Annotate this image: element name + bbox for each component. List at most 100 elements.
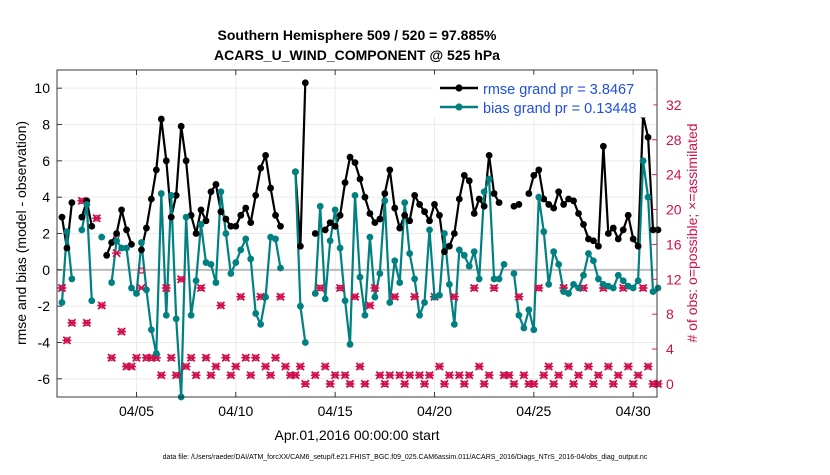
rmse-point bbox=[599, 142, 607, 150]
rmse-point bbox=[138, 246, 145, 254]
left-tick-label: 8 bbox=[42, 117, 50, 133]
bias-point bbox=[187, 311, 195, 319]
obs-assimilated-marker bbox=[166, 353, 176, 362]
rmse-point bbox=[336, 211, 344, 219]
bias-point bbox=[530, 326, 538, 334]
bias-point bbox=[609, 284, 617, 292]
bias-point bbox=[152, 350, 160, 357]
bias-point bbox=[594, 275, 602, 283]
obs-assimilated-marker bbox=[97, 301, 107, 310]
bias-point bbox=[525, 306, 533, 314]
obs-possible-marker bbox=[138, 267, 145, 274]
rmse-point bbox=[555, 188, 563, 196]
bias-point bbox=[644, 193, 652, 201]
obs-assimilated-marker bbox=[638, 283, 648, 293]
rmse-point bbox=[465, 177, 473, 185]
rmse-point bbox=[495, 199, 503, 207]
obs-assimilated-marker bbox=[112, 248, 122, 258]
obs-assimilated-marker bbox=[459, 379, 469, 389]
rmse-point bbox=[386, 166, 394, 174]
right-tick-label: 32 bbox=[666, 97, 682, 113]
rmse-point bbox=[123, 226, 130, 234]
bias-point bbox=[649, 288, 657, 296]
bias-point bbox=[470, 248, 478, 256]
bias-point bbox=[197, 221, 205, 228]
bias-point bbox=[565, 290, 572, 297]
bias-point bbox=[232, 259, 240, 266]
bias-point bbox=[614, 271, 622, 279]
bias-point bbox=[555, 260, 563, 268]
obs-assimilated-marker bbox=[588, 379, 598, 389]
obs-assimilated-marker bbox=[206, 370, 216, 380]
obs-assimilated-marker bbox=[330, 370, 340, 380]
bias-point bbox=[296, 302, 304, 310]
rmse-point bbox=[376, 215, 384, 223]
x-axis-label: Apr.01,2016 00:00:00 start bbox=[274, 427, 439, 443]
obs-assimilated-marker bbox=[226, 370, 236, 380]
right-tick-label: 20 bbox=[666, 202, 682, 218]
obs-assimilated-marker bbox=[171, 370, 181, 380]
obs-assimilated-marker bbox=[464, 370, 474, 380]
obs-assimilated-marker bbox=[295, 362, 305, 371]
bias-point bbox=[371, 293, 379, 301]
bias-point bbox=[361, 311, 369, 319]
bias-point bbox=[421, 299, 428, 306]
rmse-point bbox=[356, 175, 364, 183]
rmse-point bbox=[619, 226, 627, 234]
obs-assimilated-marker bbox=[583, 362, 593, 371]
rmse-point bbox=[575, 210, 582, 217]
right-axis-ticks: 0 4 8 12 16 20 24 28 32 bbox=[652, 97, 682, 392]
bias-point bbox=[222, 230, 230, 237]
obs-assimilated-marker bbox=[484, 370, 494, 380]
x-tick-label: 04/20 bbox=[417, 403, 452, 419]
obs-assimilated-marker bbox=[355, 362, 365, 371]
obs-assimilated-marker bbox=[469, 283, 479, 293]
bias-point bbox=[654, 284, 662, 292]
rmse-point bbox=[113, 230, 121, 237]
rmse-point bbox=[431, 201, 438, 208]
bias-point bbox=[217, 188, 225, 196]
legend-rmse-marker bbox=[455, 84, 463, 92]
rmse-point bbox=[192, 230, 200, 237]
obs-assimilated-marker bbox=[608, 379, 618, 389]
rmse-point bbox=[649, 226, 657, 234]
obs-assimilated-marker bbox=[529, 379, 539, 389]
bias-point bbox=[396, 279, 404, 286]
obs-assimilated-marker bbox=[365, 301, 375, 310]
bias-point bbox=[351, 191, 359, 199]
rmse-point bbox=[421, 208, 428, 216]
bias-point bbox=[550, 248, 558, 256]
obs-assimilated-marker bbox=[315, 283, 325, 293]
right-tick-label: 28 bbox=[666, 132, 682, 148]
bias-point bbox=[411, 275, 419, 283]
rmse-point bbox=[128, 241, 135, 248]
obs-assimilated-marker bbox=[613, 370, 623, 380]
rmse-point bbox=[326, 219, 334, 227]
obs-assimilated-marker bbox=[276, 292, 286, 301]
rmse-point bbox=[197, 206, 205, 214]
left-tick-label: 0 bbox=[42, 262, 50, 278]
rmse-point bbox=[580, 221, 587, 228]
rmse-point bbox=[485, 151, 493, 159]
x-tick-label: 04/30 bbox=[616, 403, 651, 419]
rmse-point bbox=[525, 190, 533, 197]
bias-point bbox=[450, 320, 458, 328]
rmse-point bbox=[614, 235, 622, 243]
rmse-point bbox=[118, 206, 125, 214]
rmse-point bbox=[177, 122, 185, 130]
bias-point bbox=[277, 264, 284, 272]
bias-point bbox=[147, 326, 155, 334]
obs-assimilated-marker bbox=[236, 292, 246, 301]
rmse-point bbox=[530, 171, 538, 179]
rmse-point bbox=[182, 157, 190, 165]
bias-point bbox=[426, 226, 433, 234]
bias-point bbox=[118, 244, 125, 252]
bias-point bbox=[629, 284, 637, 292]
obs-assimilated-marker bbox=[62, 336, 72, 345]
bias-point bbox=[540, 228, 548, 236]
obs-assimilated-marker bbox=[425, 370, 435, 380]
rmse-point bbox=[257, 164, 265, 172]
rmse-point bbox=[341, 179, 349, 187]
left-tick-label: 10 bbox=[34, 80, 50, 96]
